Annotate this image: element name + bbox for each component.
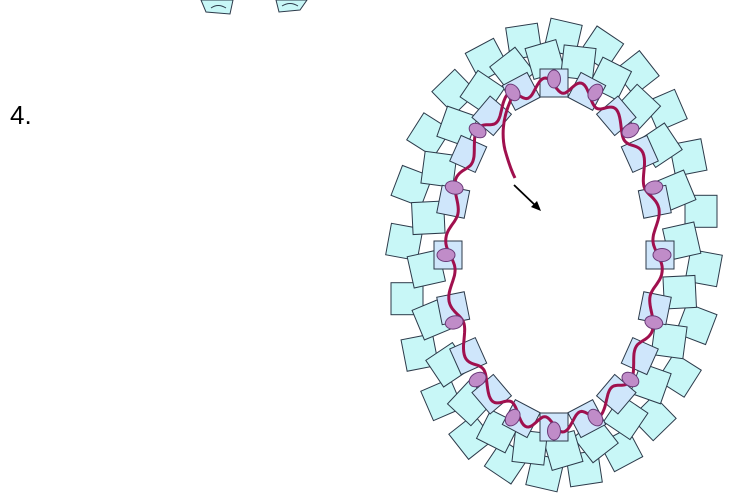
seed-bead <box>587 408 604 427</box>
outer-bead <box>560 44 597 81</box>
seed-bead <box>468 122 487 139</box>
seed-bead-ring <box>436 69 672 441</box>
seed-bead <box>621 122 640 139</box>
outer-bead <box>511 429 548 466</box>
outer-bead <box>420 150 458 188</box>
inner-bead-ring <box>433 68 675 442</box>
arrow-shaft <box>513 184 538 208</box>
outer-bead <box>662 274 697 310</box>
outer-bead <box>644 88 688 133</box>
seed-bead <box>652 248 672 262</box>
outer-bead <box>411 200 446 236</box>
outer-bead <box>656 352 702 398</box>
seed-bead <box>436 248 456 262</box>
seed-bead <box>444 180 464 195</box>
previous-step-fragment <box>200 0 308 15</box>
seed-bead <box>444 315 464 330</box>
seed-bead <box>587 83 604 102</box>
direction-arrow <box>513 184 541 211</box>
seed-bead <box>644 315 664 330</box>
seed-bead <box>644 180 664 195</box>
seed-bead <box>547 69 561 89</box>
outer-bead <box>420 377 464 422</box>
outer-bead <box>406 112 452 158</box>
seed-bead <box>547 421 561 441</box>
thread-path <box>444 76 664 434</box>
step-number: 4. <box>10 100 32 130</box>
outer-bead <box>630 394 677 442</box>
seed-bead <box>468 371 487 388</box>
arrow-head <box>531 201 541 211</box>
seed-bead <box>621 371 640 388</box>
seed-bead <box>504 408 521 427</box>
seed-bead <box>504 83 521 102</box>
outer-bead <box>431 68 478 116</box>
outer-bead <box>650 322 688 360</box>
thread-tail <box>501 87 519 179</box>
thread-layer <box>444 76 664 434</box>
